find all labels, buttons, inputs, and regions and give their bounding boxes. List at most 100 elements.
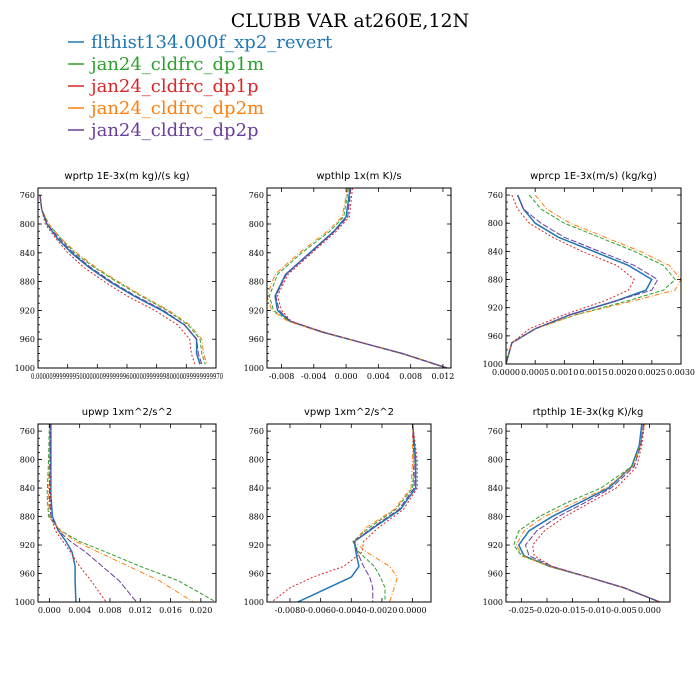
plot-frame	[37, 423, 217, 603]
x-tick-label: 0.0030	[667, 368, 695, 377]
y-tick-label: 880	[20, 513, 35, 522]
plot-frame	[266, 187, 452, 369]
panel-title: wpthlp 1x(m K)/s	[316, 171, 401, 182]
x-tick-label: 0.0025	[638, 368, 666, 377]
panel-3: wprcp 1E-3x(m/s) (kg/kg) 760 800 840 880 920 9…	[483, 171, 695, 377]
y-tick-label: 880	[249, 513, 264, 522]
y-tick-label: 960	[488, 332, 503, 341]
y-tick-label: 760	[488, 427, 503, 436]
y-tick-label: 840	[249, 249, 264, 258]
series-line-2	[506, 194, 676, 364]
x-tick-label: -0.0060	[305, 606, 336, 615]
series-line-4	[39, 195, 208, 365]
panel-title: wprtp 1E-3x(m kg)/(s kg)	[64, 171, 189, 182]
x-tick-label: -0.0020	[367, 606, 398, 615]
x-tick-label: 0.020	[189, 606, 212, 615]
y-tick-label: 800	[20, 220, 35, 229]
legend-entry: flthist134.000f_xp2_revert	[91, 32, 333, 53]
panel-4: upwp 1xm^2/s^276080084088092096010000.00…	[15, 407, 217, 615]
x-tick-label: -0.005	[611, 606, 637, 615]
x-tick-label: 0.0015	[580, 368, 608, 377]
y-tick-label: 1000	[15, 364, 35, 373]
y-tick-label: 920	[20, 306, 35, 315]
x-tick-label: 0.000	[335, 372, 358, 381]
y-tick-label: 880	[488, 513, 503, 522]
y-tick-label: 960	[20, 570, 35, 579]
panel-1: wprtp 1E-3x(m kg)/(s kg) 760 800 840 880 920 9…	[15, 171, 223, 381]
figure-title: CLUBB VAR at260E,12N	[231, 10, 470, 32]
legend-entry: jan24_cldfrc_dp2p	[89, 120, 259, 141]
legend-entry: jan24_cldfrc_dp2m	[89, 98, 264, 119]
y-tick-label: 840	[488, 484, 503, 493]
x-tick-label: -0.0080	[275, 606, 306, 615]
plot-frame	[37, 187, 217, 369]
y-tick-label: 800	[249, 456, 264, 465]
series-line-2	[46, 424, 216, 602]
x-tick-label: -0.015	[560, 606, 586, 615]
series-line-1	[50, 424, 77, 602]
x-tick-label: 0.008	[399, 372, 422, 381]
series-line-5	[353, 424, 415, 602]
y-tick-label: 880	[20, 278, 35, 287]
y-tick-label: 1000	[483, 598, 503, 607]
x-tick-label: -0.010	[585, 606, 611, 615]
y-tick-label: 960	[249, 335, 264, 344]
y-tick-label: 800	[20, 456, 35, 465]
series-line-5	[275, 188, 448, 368]
y-tick-label: 760	[249, 191, 264, 200]
x-tick-label: 0.004	[367, 372, 390, 381]
series-line-5	[524, 424, 660, 602]
series-line-2	[352, 424, 415, 602]
x-tick-label: 0.0005	[521, 368, 549, 377]
panel-title: rtpthlp 1E-3x(kg K)/kg	[533, 407, 644, 418]
y-tick-label: 960	[20, 335, 35, 344]
x-tick-label: -0.0040	[336, 606, 367, 615]
y-tick-label: 760	[249, 427, 264, 436]
y-tick-label: 1000	[483, 360, 503, 369]
y-tick-label: 840	[249, 484, 264, 493]
y-tick-label: 1000	[15, 598, 35, 607]
y-tick-label: 880	[249, 278, 264, 287]
series-line-3	[506, 194, 635, 364]
series-line-5	[48, 424, 137, 602]
y-tick-label: 1000	[244, 598, 264, 607]
series-line-3	[276, 188, 448, 368]
panel-2: wpthlp 1x(m K)/s 760 800 840 880 920 960 1000 -0…	[244, 171, 455, 381]
series-line-5	[506, 194, 659, 364]
series-line-4	[353, 424, 414, 602]
series-line-2	[513, 424, 660, 602]
panels: wprtp 1E-3x(m kg)/(s kg) 760 800 840 880 920 9…	[15, 171, 695, 615]
y-tick-label: 960	[488, 570, 503, 579]
x-tick-label: -0.008	[269, 372, 295, 381]
x-tick-label: 0.004	[68, 606, 91, 615]
series-line-1	[506, 194, 653, 364]
y-tick-label: 880	[488, 276, 503, 285]
plot-frame	[505, 187, 682, 365]
panel-5: vpwp 1xm^2/s^2 760 800 840 880 920 960 1000 -0.0…	[244, 407, 432, 615]
y-tick-label: 840	[20, 249, 35, 258]
y-tick-label: 840	[488, 247, 503, 256]
panel-6: rtpthlp 1E-3x(kg K)/kg 760 800 840 880 920 960…	[483, 407, 671, 615]
series-line-2	[39, 195, 206, 365]
legend: flthist134.000f_xp2_revertjan24_cldfrc_d…	[68, 32, 333, 141]
plot-frame	[505, 423, 671, 603]
x-tick-label: -0.004	[301, 372, 327, 381]
y-tick-label: 960	[249, 570, 264, 579]
legend-entry: jan24_cldfrc_dp1m	[89, 54, 264, 75]
x-tick-label: 0.012	[431, 372, 454, 381]
y-tick-label: 760	[20, 427, 35, 436]
y-tick-label: 800	[249, 220, 264, 229]
series-line-3	[532, 424, 660, 602]
x-tick-label: 0.0000	[399, 606, 427, 615]
legend-entry: jan24_cldfrc_dp1p	[89, 76, 259, 97]
plot-frame	[266, 423, 432, 603]
y-tick-label: 920	[20, 541, 35, 550]
y-tick-label: 920	[249, 306, 264, 315]
series-line-3	[39, 195, 196, 365]
y-tick-label: 920	[488, 304, 503, 313]
x-tick-label: 0.008	[99, 606, 122, 615]
x-tick-label: 0.000	[38, 606, 61, 615]
x-tick-label: 0.000	[638, 606, 661, 615]
x-tick-label: 0.016	[159, 606, 182, 615]
